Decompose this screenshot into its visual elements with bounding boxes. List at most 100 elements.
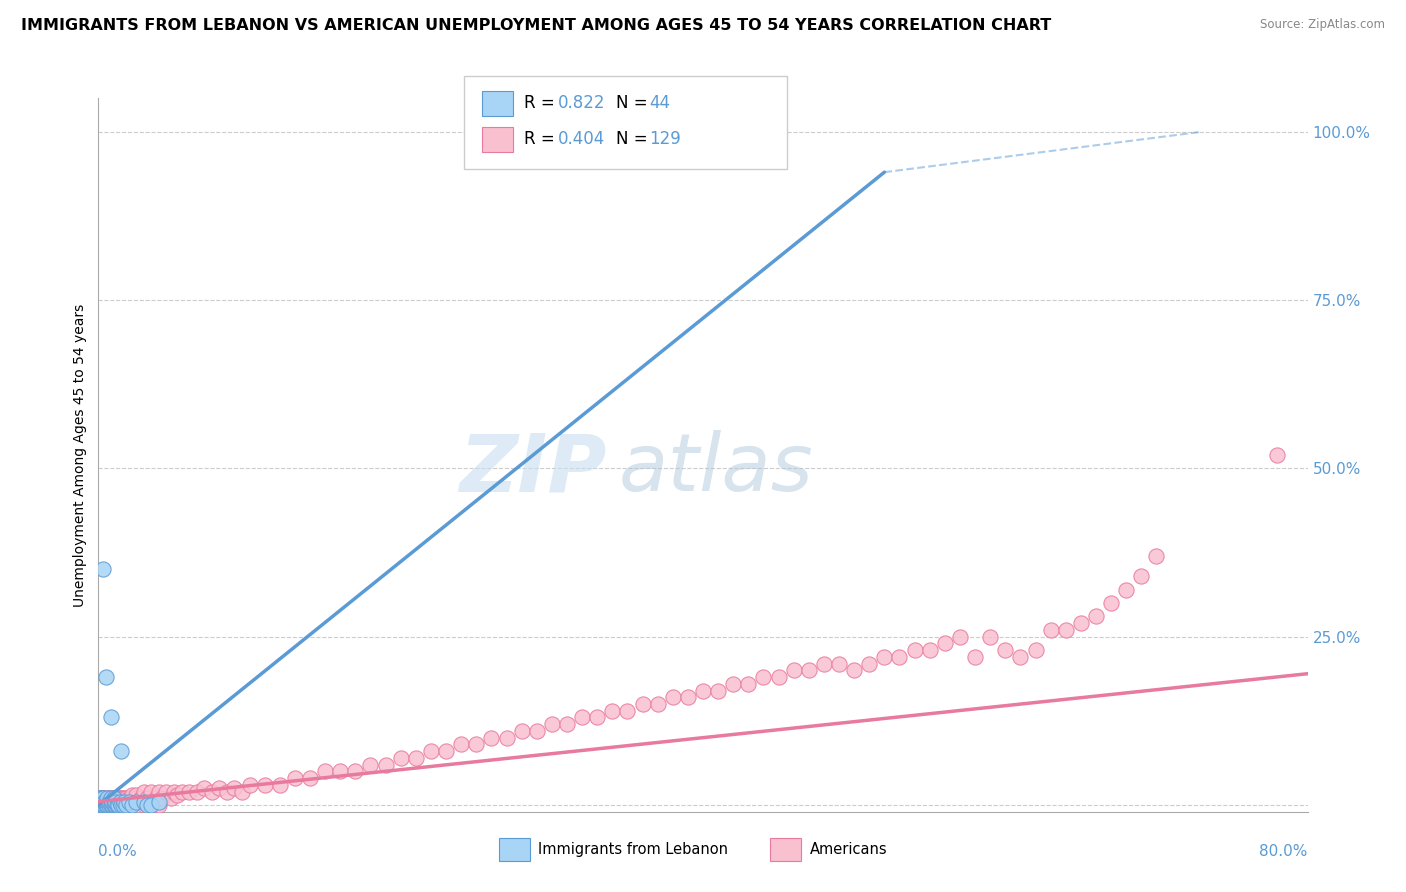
Point [91, 562, 114, 576]
Point [103, 791, 125, 805]
Point [125, 795, 148, 809]
Point [602, 704, 624, 718]
Point [344, 764, 367, 779]
Point [91, 795, 114, 809]
Point [150, 791, 173, 805]
Point [98, 795, 121, 809]
Point [329, 764, 352, 779]
Point [91, 795, 114, 809]
Point [121, 788, 143, 802]
Point [170, 784, 193, 798]
Point [495, 731, 517, 745]
Point [135, 791, 157, 805]
Point [813, 657, 835, 671]
Point [692, 683, 714, 698]
Point [1130, 569, 1153, 583]
Point [994, 643, 1017, 657]
Point [662, 690, 685, 705]
Point [100, 791, 122, 805]
Point [783, 664, 806, 678]
Point [141, 797, 163, 812]
Point [360, 757, 382, 772]
Point [96, 795, 118, 809]
Point [231, 784, 253, 798]
Text: N =: N = [616, 95, 652, 112]
Point [110, 791, 132, 805]
Point [121, 797, 143, 812]
Point [94, 795, 117, 809]
Point [96, 791, 118, 805]
Point [93, 797, 115, 812]
Point [1054, 623, 1077, 637]
Point [107, 791, 129, 805]
Point [104, 791, 127, 805]
Y-axis label: Unemployment Among Ages 45 to 54 years: Unemployment Among Ages 45 to 54 years [73, 303, 87, 607]
Point [90, 795, 112, 809]
Point [91, 791, 114, 805]
Point [904, 643, 927, 657]
Point [405, 751, 427, 765]
Point [101, 797, 124, 812]
Point [107, 797, 129, 812]
Point [101, 791, 124, 805]
Point [224, 781, 246, 796]
Point [100, 797, 122, 812]
Point [101, 797, 124, 812]
Point [135, 797, 157, 812]
Point [163, 784, 186, 798]
Point [389, 751, 412, 765]
Point [100, 797, 122, 812]
Point [132, 797, 155, 812]
Point [89, 797, 111, 812]
Point [1085, 609, 1108, 624]
Point [121, 791, 143, 805]
Text: 80.0%: 80.0% [1260, 844, 1308, 859]
Point [374, 757, 396, 772]
Point [98, 795, 121, 809]
Point [215, 784, 238, 798]
Point [101, 795, 124, 809]
Point [111, 797, 134, 812]
Point [91, 791, 114, 805]
Point [129, 791, 152, 805]
Point [94, 797, 117, 812]
Point [104, 797, 127, 812]
Point [103, 791, 125, 805]
Point [108, 791, 131, 805]
Point [91, 797, 114, 812]
Point [96, 797, 118, 812]
Point [420, 744, 443, 758]
Point [90, 791, 112, 805]
Point [96, 795, 118, 809]
Point [253, 778, 276, 792]
Text: atlas: atlas [619, 430, 813, 508]
Point [148, 797, 170, 812]
Point [160, 791, 183, 805]
Point [918, 643, 941, 657]
Point [166, 788, 188, 802]
Point [768, 670, 790, 684]
Point [707, 683, 730, 698]
Point [94, 795, 117, 809]
Point [103, 797, 125, 812]
Point [873, 649, 896, 664]
Point [1039, 623, 1062, 637]
Point [105, 797, 128, 812]
Point [110, 797, 132, 812]
Point [90, 797, 112, 812]
Point [1099, 596, 1122, 610]
Text: 0.0%: 0.0% [98, 844, 138, 859]
Point [1010, 649, 1032, 664]
Point [1267, 448, 1289, 462]
Point [889, 649, 911, 664]
Point [89, 791, 111, 805]
Point [208, 781, 231, 796]
Point [949, 630, 972, 644]
Point [89, 797, 111, 812]
Point [103, 797, 125, 812]
Point [828, 657, 851, 671]
Point [93, 797, 115, 812]
Point [526, 723, 548, 738]
Point [90, 791, 112, 805]
Point [155, 784, 177, 798]
